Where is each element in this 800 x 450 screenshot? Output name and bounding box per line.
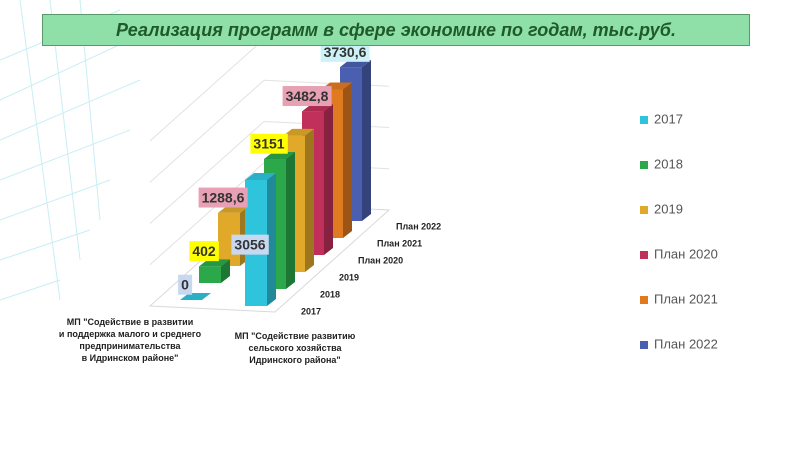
value-label-box (198, 187, 248, 208)
depth-label: 2019 (339, 272, 359, 282)
legend-swatch (640, 116, 648, 124)
bar-side (305, 128, 314, 272)
value-label: 1288,6 (202, 190, 245, 206)
legend-label: План 2021 (654, 291, 718, 306)
bar-top (199, 259, 230, 267)
legend-swatch (640, 161, 648, 169)
legend-label: 2018 (654, 156, 683, 171)
bar-top (264, 152, 295, 160)
depth-label: План 2020 (358, 255, 403, 265)
bar-top (245, 172, 276, 180)
depth-label: План 2021 (377, 238, 422, 248)
bar-top (302, 104, 333, 112)
bar-side (221, 259, 230, 283)
bar-side (324, 104, 333, 255)
legend-swatch (640, 296, 648, 304)
bar-side (286, 152, 295, 289)
value-label: 3730,6 (324, 44, 367, 60)
depth-label: 2017 (301, 306, 321, 316)
bar-top (218, 205, 249, 213)
legend-label: План 2022 (654, 336, 718, 351)
legend-swatch (640, 341, 648, 349)
category-label: МП "Содействие развитию сельского хозяйс… (234, 331, 356, 365)
value-label-box (282, 86, 332, 107)
value-label: 3482,8 (286, 88, 329, 104)
value-label: 3056 (234, 237, 265, 253)
value-label: 402 (192, 243, 216, 259)
legend-label: 2017 (654, 111, 683, 126)
bar (180, 293, 211, 301)
bar-front (199, 266, 221, 283)
depth-label: 2018 (320, 289, 340, 299)
bar-side (267, 172, 276, 306)
chart-title: Реализация программ в сфере экономике по… (42, 14, 750, 46)
value-label-box (178, 274, 193, 295)
category-label: МП "Содействие в развитии и поддержка ма… (58, 317, 202, 363)
bar-top (340, 60, 371, 68)
bar-top (180, 293, 211, 300)
bar (199, 259, 230, 283)
legend-label: 2019 (654, 201, 683, 216)
value-label-box (250, 133, 288, 154)
bar-side (343, 82, 352, 238)
legend-swatch (640, 251, 648, 259)
value-label-box (189, 241, 219, 262)
depth-label: План 2022 (396, 221, 441, 231)
legend-label: План 2020 (654, 246, 718, 261)
legend-swatch (640, 206, 648, 214)
bar-side (362, 60, 371, 222)
value-label: 0 (181, 277, 189, 293)
value-label: 3151 (253, 136, 284, 152)
value-label-box (320, 41, 370, 62)
value-label-box (231, 234, 269, 255)
bar-top (283, 128, 314, 136)
